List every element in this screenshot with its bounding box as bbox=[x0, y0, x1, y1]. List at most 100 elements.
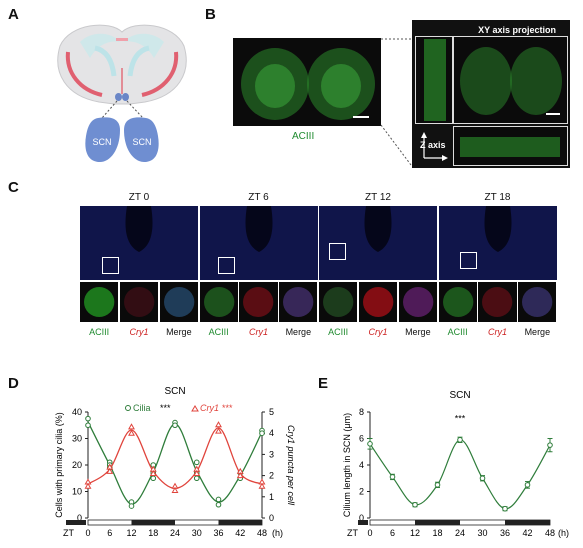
data-point-cry1 bbox=[215, 421, 222, 428]
legend-cilia-label: Cilia bbox=[133, 403, 151, 413]
cry1-channel-label: Cry1 bbox=[129, 327, 149, 337]
projection-frame: XY axis projection Z axis bbox=[412, 20, 570, 168]
data-point-cry1 bbox=[106, 467, 114, 474]
fit-curve-cry1 bbox=[87, 427, 263, 489]
scn-section-image bbox=[80, 206, 198, 280]
y2-tick-label: 2 bbox=[269, 471, 274, 481]
x-prefix-label: ZT bbox=[63, 528, 74, 538]
x-axis-label: (h) bbox=[558, 528, 569, 538]
x-tick-label: 30 bbox=[192, 528, 202, 538]
data-point-cilia bbox=[150, 475, 157, 482]
scn-section-image bbox=[438, 206, 557, 280]
projection-title: XY axis projection bbox=[478, 25, 556, 35]
x-tick-label: 24 bbox=[455, 528, 465, 538]
z-axis-label: Z axis bbox=[420, 140, 446, 150]
zt-label: ZT 12 bbox=[365, 192, 391, 203]
y2-tick-label: 3 bbox=[269, 449, 274, 459]
data-point-cilia bbox=[215, 496, 222, 503]
scn-small-left bbox=[115, 93, 122, 101]
x-tick-label: 18 bbox=[432, 528, 442, 538]
y2-tick-label: 1 bbox=[269, 492, 274, 502]
data-point-cry1 bbox=[193, 469, 201, 476]
y2-axis-label: Cry1 puncta per cell bbox=[286, 425, 296, 506]
merge-channel-label: Merge bbox=[285, 327, 312, 337]
panel-c: ZT 0 ACIII Cry1 Merge ZT 6 ACIII Cry1 Merge ZT 1… bbox=[80, 192, 560, 362]
merge-channel-label: Merge bbox=[524, 327, 551, 337]
data-point-cilia bbox=[259, 430, 265, 437]
y2-tick-label: 5 bbox=[269, 407, 274, 417]
significance-annotation: *** bbox=[455, 413, 466, 423]
y-tick-label: 6 bbox=[359, 434, 364, 444]
aciii-channel-label: ACIII bbox=[89, 327, 110, 337]
panel-label-a: A bbox=[8, 6, 19, 23]
chart-title: SCN bbox=[164, 386, 185, 397]
data-point bbox=[367, 441, 373, 447]
data-point-cilia bbox=[215, 501, 222, 508]
cry1-crop bbox=[239, 282, 278, 322]
data-point-cilia bbox=[85, 415, 91, 422]
cry1-crop bbox=[119, 282, 159, 322]
merge-channel-label: Merge bbox=[166, 327, 192, 337]
roi-box bbox=[329, 243, 346, 260]
x-tick-label: 36 bbox=[213, 528, 223, 538]
legend-cilia-stars: *** bbox=[160, 403, 171, 413]
cry1-crop bbox=[478, 282, 517, 322]
scn-small-right bbox=[122, 93, 129, 101]
ventricle bbox=[116, 38, 128, 41]
data-point-cilia bbox=[193, 475, 200, 482]
scn-right bbox=[124, 117, 159, 162]
data-point-cilia bbox=[193, 459, 200, 466]
aciii-signal bbox=[241, 48, 375, 120]
x-tick-label: 48 bbox=[257, 528, 267, 538]
aciii-crop bbox=[80, 282, 119, 322]
x-axis-label: (h) bbox=[272, 528, 283, 538]
data-point bbox=[389, 474, 396, 480]
cortex-left bbox=[65, 51, 103, 97]
cry1-channel-label: Cry1 bbox=[368, 327, 388, 337]
y-tick-label: 0 bbox=[359, 513, 364, 523]
data-point-cilia bbox=[172, 422, 178, 429]
merge-channel-label: Merge bbox=[405, 327, 431, 337]
x-tick-label: 36 bbox=[500, 528, 510, 538]
merge-crop bbox=[279, 282, 318, 322]
y-tick-label: 4 bbox=[359, 460, 364, 470]
legend-cry1-marker bbox=[191, 405, 199, 412]
data-point-cilia bbox=[85, 422, 91, 429]
dark-phase-bar bbox=[358, 520, 368, 525]
dark-phase-bar bbox=[131, 520, 175, 525]
scn-left bbox=[85, 117, 120, 162]
aciii-crop bbox=[199, 282, 238, 322]
data-point bbox=[457, 437, 463, 443]
zoom-connector bbox=[380, 38, 412, 166]
x-prefix-label: ZT bbox=[347, 528, 358, 538]
legend-cilia-marker bbox=[125, 405, 131, 411]
x-tick-label: 42 bbox=[235, 528, 245, 538]
data-point-cry1 bbox=[128, 423, 135, 430]
aciii-crop bbox=[438, 282, 477, 322]
y-tick-label: 20 bbox=[72, 460, 82, 470]
y-tick-label: 10 bbox=[72, 487, 82, 497]
data-point-cry1 bbox=[128, 429, 135, 436]
panel-label-e: E bbox=[318, 375, 329, 392]
y-axis-label: Cilium length in SCN (μm) bbox=[342, 413, 352, 517]
aciii-label: ACIII bbox=[292, 131, 315, 142]
x-tick-label: 6 bbox=[107, 528, 112, 538]
cry1-channel-label: Cry1 bbox=[248, 327, 268, 337]
merge-crop bbox=[398, 282, 437, 322]
y-tick-label: 8 bbox=[359, 407, 364, 417]
dark-phase-bar bbox=[505, 520, 550, 525]
hippocampus-right bbox=[124, 33, 164, 58]
roi-box bbox=[459, 252, 477, 269]
data-point bbox=[434, 482, 441, 488]
data-point-cilia bbox=[128, 503, 135, 509]
y-tick-label: 2 bbox=[359, 487, 364, 497]
scn-left-label: SCN bbox=[92, 137, 111, 147]
data-point-cry1 bbox=[215, 427, 222, 434]
merge-crop bbox=[159, 282, 198, 322]
fiber-left bbox=[94, 45, 117, 77]
xy-projection bbox=[453, 36, 568, 124]
panel-label-d: D bbox=[8, 375, 19, 392]
data-point-cry1 bbox=[84, 482, 92, 489]
